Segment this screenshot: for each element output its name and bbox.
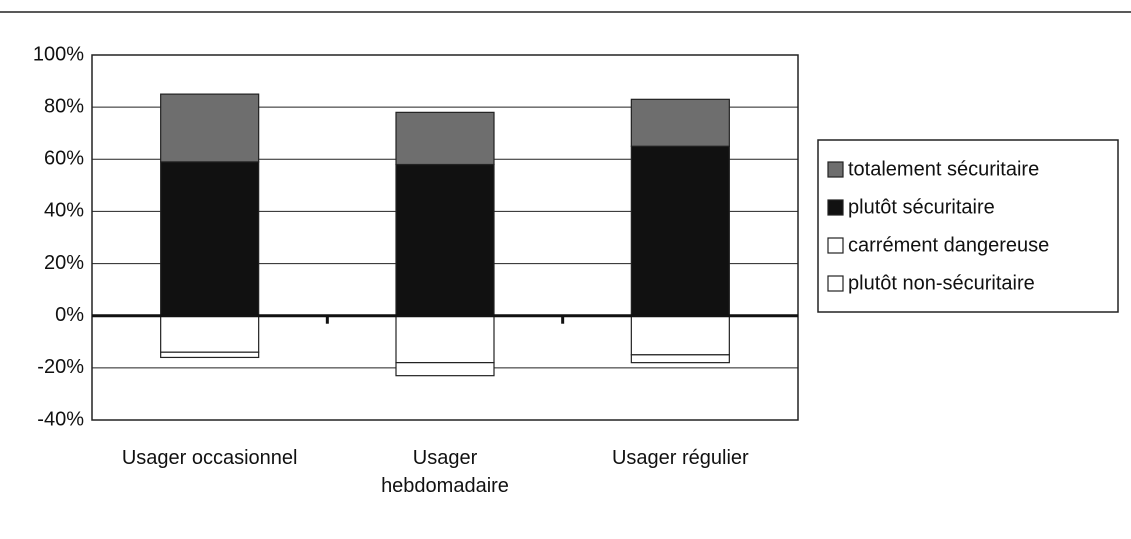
legend-swatch (827, 237, 844, 254)
y-tick-label: 40% (44, 200, 84, 222)
bar-segment (160, 315, 260, 353)
legend-label: totalement sécuritaire (848, 158, 1039, 180)
bar-segment (160, 93, 260, 163)
y-tick-label: -20% (37, 356, 84, 378)
legend-label: plutôt sécuritaire (848, 196, 995, 218)
x-tick-label: Usager régulier (611, 447, 749, 469)
bar-segment (630, 98, 730, 147)
y-tick-label: 20% (44, 252, 84, 274)
bar-segment (630, 315, 730, 356)
y-tick-label: 0% (55, 304, 84, 326)
y-tick-label: -40% (37, 408, 84, 430)
bar-segment (395, 315, 495, 364)
legend-box (817, 139, 1119, 313)
legend-label: plutôt non-sécuritaire (848, 272, 1035, 294)
bar-segment (160, 161, 260, 317)
legend-swatch (827, 275, 844, 292)
bar-segment (395, 362, 495, 377)
x-tick-label: Usager occasionnel (121, 447, 298, 469)
bar-segment (630, 354, 730, 364)
x-tick-label: Usager hebdomadaire (381, 447, 509, 497)
plot-border (91, 54, 799, 421)
y-tick-label: 60% (44, 148, 84, 170)
bar-segment (160, 351, 260, 359)
bar-segment (395, 163, 495, 317)
bar-segment (630, 145, 730, 317)
y-tick-label: 80% (44, 95, 84, 117)
y-tick-label: 100% (33, 43, 84, 65)
legend-swatch (827, 199, 844, 216)
legend-swatch (827, 161, 844, 178)
bar-segment (395, 111, 495, 166)
legend-label: carrément dangereuse (848, 234, 1049, 256)
